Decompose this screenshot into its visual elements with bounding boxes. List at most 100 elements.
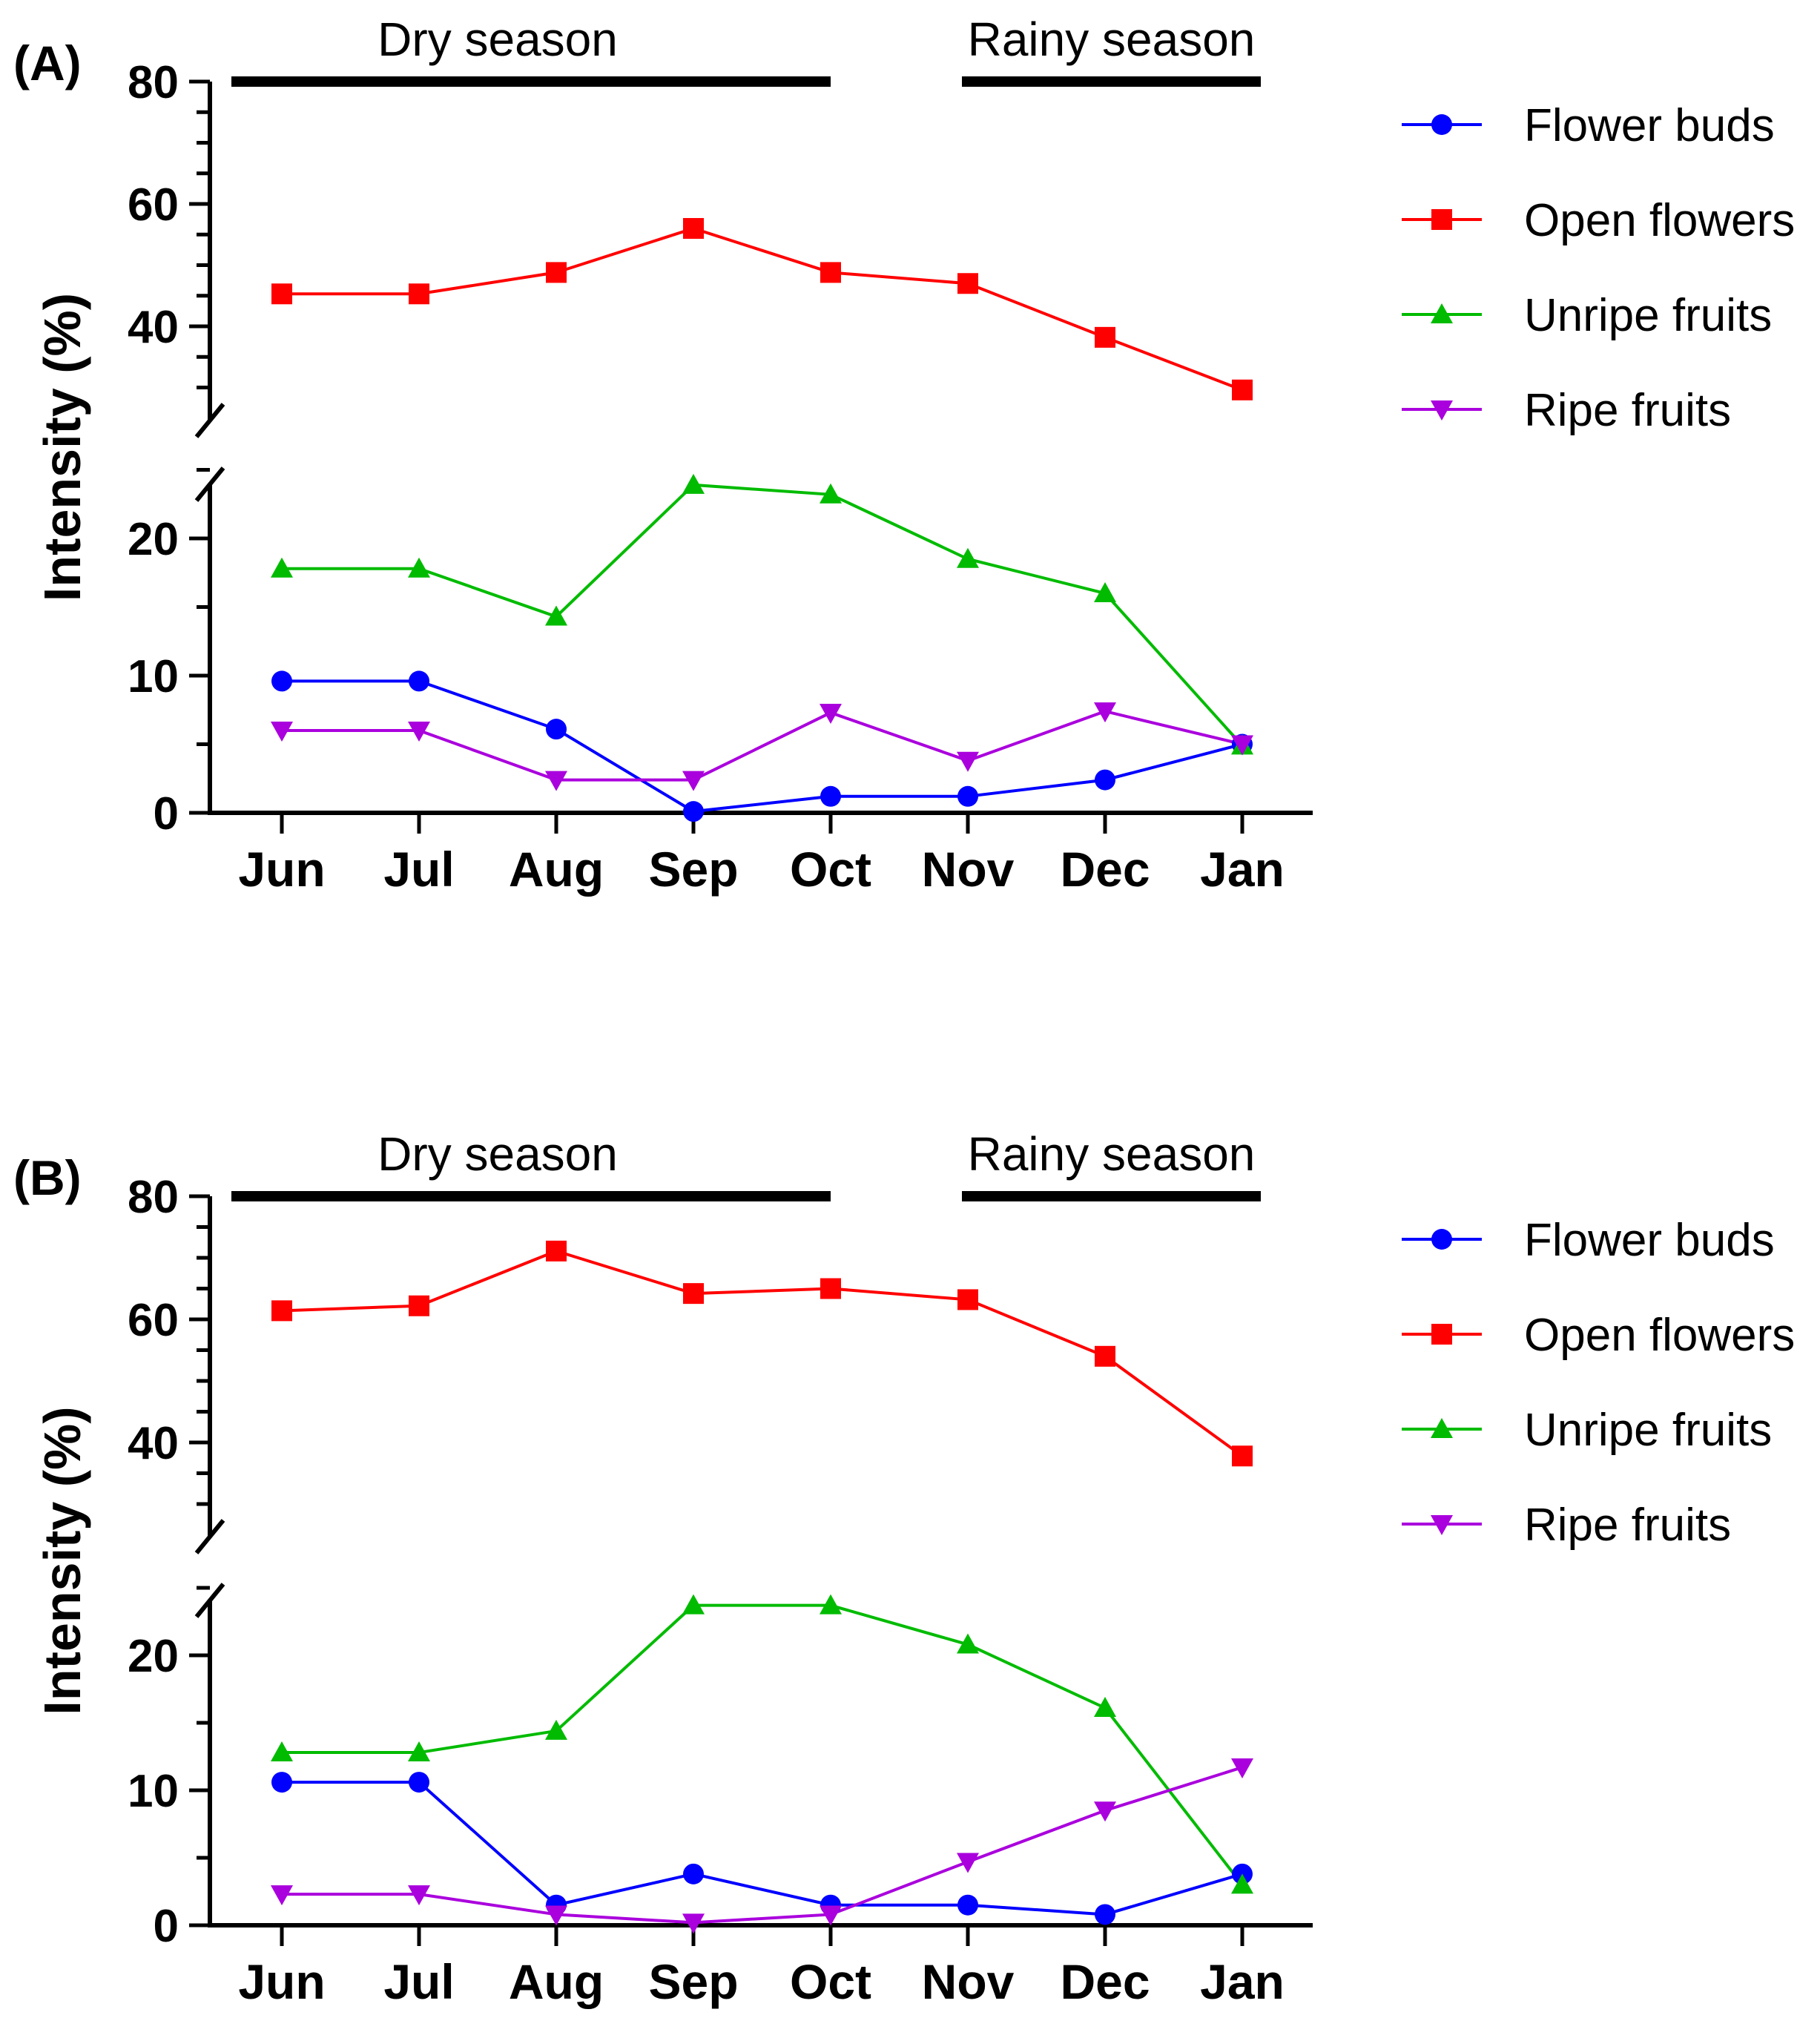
series-line bbox=[282, 1781, 1243, 1916]
x-tick-label: Jun bbox=[238, 1954, 325, 2009]
legend-marker bbox=[1431, 114, 1452, 135]
data-point bbox=[408, 1741, 430, 1762]
data-point bbox=[957, 785, 978, 807]
data-point bbox=[683, 1283, 704, 1305]
legend-marker bbox=[1431, 1515, 1453, 1535]
y-tick-label: 20 bbox=[128, 514, 179, 565]
panel-b: (B) Intensity (%) Dry season Rainy season 0 1… bbox=[13, 1127, 1795, 2009]
data-point bbox=[1094, 702, 1116, 723]
data-point bbox=[1095, 326, 1115, 348]
season-label: Dry season bbox=[377, 13, 618, 66]
series-line bbox=[282, 710, 1243, 782]
series-line bbox=[281, 1249, 1244, 1457]
data-point bbox=[682, 771, 705, 791]
data-point bbox=[1095, 1345, 1115, 1367]
data-point bbox=[682, 1913, 705, 1934]
data-point bbox=[820, 785, 841, 807]
data-point bbox=[1095, 1904, 1115, 1925]
y-tick-label: 40 bbox=[128, 302, 179, 353]
panel-label: (B) bbox=[13, 1150, 82, 1205]
data-point bbox=[409, 283, 429, 305]
series-line bbox=[282, 483, 1244, 747]
data-point bbox=[1231, 1873, 1253, 1894]
data-point bbox=[408, 1885, 430, 1906]
series-line bbox=[282, 679, 1243, 814]
x-tick-label: Aug bbox=[509, 1954, 604, 2009]
data-point bbox=[1231, 735, 1253, 756]
legend-label: Open flowers bbox=[1524, 195, 1795, 246]
x-tick-label: Dec bbox=[1060, 1954, 1150, 2009]
legend-label: Unripe fruits bbox=[1524, 1405, 1772, 1456]
x-tick-label: Sep bbox=[648, 842, 738, 897]
data-point bbox=[957, 751, 979, 772]
data-point bbox=[820, 483, 842, 504]
data-point bbox=[271, 1741, 293, 1762]
data-point bbox=[409, 670, 429, 692]
data-point bbox=[271, 1885, 293, 1906]
legend-label: Ripe fruits bbox=[1524, 385, 1731, 436]
data-point bbox=[957, 1853, 979, 1873]
axis-break-mark bbox=[194, 1519, 225, 1554]
legend-label: Open flowers bbox=[1524, 1310, 1795, 1361]
data-point bbox=[408, 557, 430, 578]
data-point bbox=[957, 547, 979, 568]
axis-break-mark bbox=[194, 466, 225, 502]
data-point bbox=[545, 1719, 567, 1740]
season-label: Rainy season bbox=[968, 13, 1256, 66]
data-point bbox=[546, 1240, 567, 1262]
data-point bbox=[271, 283, 292, 305]
x-tick-label: Jun bbox=[238, 842, 325, 897]
data-point bbox=[271, 1300, 292, 1322]
data-point bbox=[546, 719, 567, 740]
y-tick-label: 40 bbox=[128, 1418, 179, 1469]
axis-break-mark bbox=[194, 403, 225, 438]
legend-marker bbox=[1431, 1324, 1452, 1345]
data-point bbox=[820, 262, 841, 283]
series-line bbox=[282, 1603, 1244, 1886]
y-tick-label: 80 bbox=[128, 57, 179, 108]
data-point bbox=[682, 473, 705, 494]
x-tick-label: Sep bbox=[648, 1954, 738, 2009]
x-tick-label: Nov bbox=[922, 1954, 1015, 2009]
legend-label: Flower buds bbox=[1524, 1215, 1775, 1266]
x-tick-label: Dec bbox=[1060, 842, 1150, 897]
series-line bbox=[282, 226, 1243, 392]
x-tick-label: Aug bbox=[509, 842, 604, 897]
legend-marker bbox=[1431, 209, 1452, 230]
x-tick-label: Oct bbox=[790, 1954, 871, 2009]
data-point bbox=[545, 1905, 567, 1926]
data-point bbox=[271, 557, 293, 578]
data-point bbox=[682, 1594, 705, 1615]
y-tick-label: 0 bbox=[154, 788, 179, 840]
data-point bbox=[271, 1772, 292, 1793]
data-point bbox=[820, 703, 842, 724]
y-tick-label: 10 bbox=[128, 651, 179, 702]
axis-break-mark bbox=[194, 1583, 225, 1618]
data-point bbox=[1232, 1445, 1253, 1467]
y-tick-label: 10 bbox=[128, 1766, 179, 1817]
data-point bbox=[409, 1772, 429, 1793]
data-point bbox=[1095, 769, 1115, 791]
data-point bbox=[683, 1863, 704, 1884]
y-tick-label: 60 bbox=[128, 179, 179, 231]
data-point bbox=[820, 1905, 842, 1926]
data-point bbox=[546, 262, 567, 283]
y-tick-label: 60 bbox=[128, 1295, 179, 1346]
data-point bbox=[408, 722, 430, 742]
data-point bbox=[957, 1289, 978, 1310]
legend-label: Unripe fruits bbox=[1524, 290, 1772, 341]
season-label: Rainy season bbox=[968, 1127, 1256, 1181]
data-point bbox=[820, 1594, 842, 1615]
data-point bbox=[271, 670, 292, 692]
data-point bbox=[1094, 582, 1116, 602]
data-point bbox=[957, 1894, 978, 1916]
series-line bbox=[282, 1766, 1243, 1925]
x-tick-label: Nov bbox=[922, 842, 1015, 897]
panel-label: (A) bbox=[13, 36, 82, 90]
y-axis-title: Intensity (%) bbox=[33, 1406, 91, 1715]
x-tick-label: Jan bbox=[1200, 1954, 1285, 2009]
y-axis-title: Intensity (%) bbox=[33, 293, 91, 601]
data-point bbox=[1231, 1758, 1253, 1779]
data-point bbox=[1094, 1696, 1116, 1717]
legend-marker bbox=[1431, 303, 1453, 323]
